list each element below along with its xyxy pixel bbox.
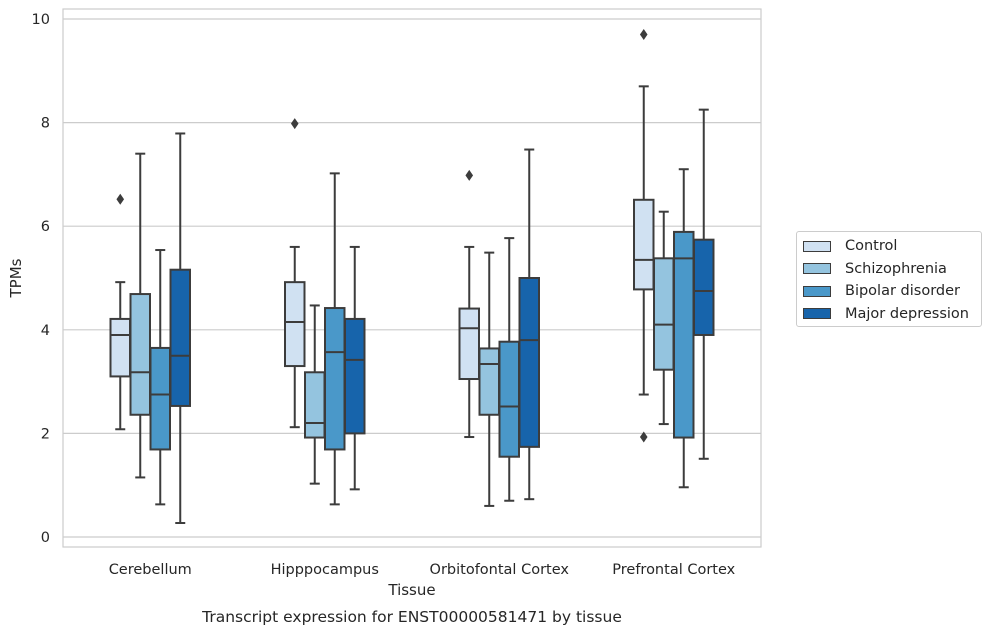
series-control bbox=[109, 29, 655, 443]
x-tick-label-hipppocampus: Hipppocampus bbox=[271, 562, 379, 578]
outlier-point bbox=[639, 431, 648, 443]
legend-label-control: Control bbox=[845, 238, 898, 255]
y-axis-label: TPMs bbox=[7, 258, 25, 298]
x-axis-label: Tissue bbox=[387, 581, 435, 599]
box-major-depression-hipppocampus bbox=[344, 245, 366, 491]
series-schizophrenia bbox=[129, 152, 675, 507]
iqr-box bbox=[518, 277, 540, 448]
iqr-box bbox=[304, 371, 326, 439]
iqr-box bbox=[284, 281, 306, 368]
y-tick-label: 2 bbox=[41, 426, 50, 442]
legend-item-schizophrenia: Schizophrenia bbox=[803, 258, 981, 281]
x-tick-label-prefrontal-cortex: Prefrontal Cortex bbox=[612, 562, 735, 578]
iqr-box bbox=[129, 293, 151, 416]
box-schizophrenia-cerebellum bbox=[129, 152, 151, 479]
box-control-cerebellum bbox=[109, 193, 131, 431]
iqr-box bbox=[498, 340, 520, 458]
iqr-box bbox=[653, 257, 675, 371]
y-tick-label: 6 bbox=[41, 219, 50, 235]
legend-label-schizophrenia: Schizophrenia bbox=[845, 260, 947, 277]
box-control-orbitofontal-cortex bbox=[458, 169, 480, 439]
y-axis-ticks: 0 2 4 6 8 10 bbox=[32, 12, 50, 546]
iqr-box bbox=[693, 238, 715, 336]
iqr-box bbox=[633, 198, 655, 291]
box-schizophrenia-hipppocampus bbox=[304, 304, 326, 485]
box-bipolar-disorder-prefrontal-cortex bbox=[673, 168, 695, 489]
plot-frame bbox=[62, 8, 762, 548]
outlier-point bbox=[116, 193, 125, 205]
box-control-prefrontal-cortex bbox=[633, 29, 655, 443]
iqr-box bbox=[344, 317, 366, 435]
legend-item-control: Control bbox=[803, 235, 981, 258]
box-bipolar-disorder-cerebellum bbox=[149, 249, 171, 506]
y-tick-label: 4 bbox=[41, 323, 50, 339]
x-axis-ticks: Cerebellum Hipppocampus Orbitofontal Corte… bbox=[109, 562, 736, 578]
legend-swatch-control bbox=[803, 240, 831, 252]
legend-label-major-depression: Major depression bbox=[845, 305, 969, 322]
series-bipolar-disorder bbox=[149, 168, 695, 506]
iqr-box bbox=[673, 230, 695, 439]
chart-title: Transcript expression for ENST0000058147… bbox=[201, 608, 622, 626]
x-tick-label-cerebellum: Cerebellum bbox=[109, 562, 192, 578]
legend-swatch-bipolar-disorder bbox=[803, 285, 831, 297]
box-schizophrenia-prefrontal-cortex bbox=[653, 210, 675, 426]
iqr-box bbox=[149, 346, 171, 451]
box-major-depression-orbitofontal-cortex bbox=[518, 148, 540, 501]
iqr-box bbox=[109, 317, 131, 378]
box-bipolar-disorder-orbitofontal-cortex bbox=[498, 237, 520, 502]
series-major-depression bbox=[169, 108, 715, 525]
y-tick-label: 10 bbox=[32, 12, 50, 28]
outlier-point bbox=[639, 29, 648, 41]
box-major-depression-cerebellum bbox=[169, 132, 191, 525]
x-tick-label-orbitofontal-cortex: Orbitofontal Cortex bbox=[430, 562, 570, 578]
legend-item-bipolar-disorder: Bipolar disorder bbox=[803, 280, 981, 303]
legend-label-bipolar-disorder: Bipolar disorder bbox=[845, 283, 960, 300]
box-control-hipppocampus bbox=[284, 118, 306, 429]
box-bipolar-disorder-hipppocampus bbox=[324, 172, 346, 506]
outlier-point bbox=[465, 169, 474, 181]
y-tick-label: 8 bbox=[41, 116, 50, 132]
box-schizophrenia-orbitofontal-cortex bbox=[478, 251, 500, 507]
legend-swatch-major-depression bbox=[803, 308, 831, 320]
box-series bbox=[109, 29, 715, 525]
legend-swatch-schizophrenia bbox=[803, 263, 831, 275]
legend-item-major-depression: Major depression bbox=[803, 303, 981, 326]
outlier-point bbox=[290, 118, 299, 130]
iqr-box bbox=[324, 307, 346, 451]
y-tick-label: 0 bbox=[41, 530, 50, 546]
legend: Control Schizophrenia Bipolar disorder M… bbox=[796, 231, 982, 327]
iqr-box bbox=[458, 307, 480, 381]
iqr-box bbox=[478, 347, 500, 416]
iqr-box bbox=[169, 268, 191, 407]
box-major-depression-prefrontal-cortex bbox=[693, 108, 715, 460]
